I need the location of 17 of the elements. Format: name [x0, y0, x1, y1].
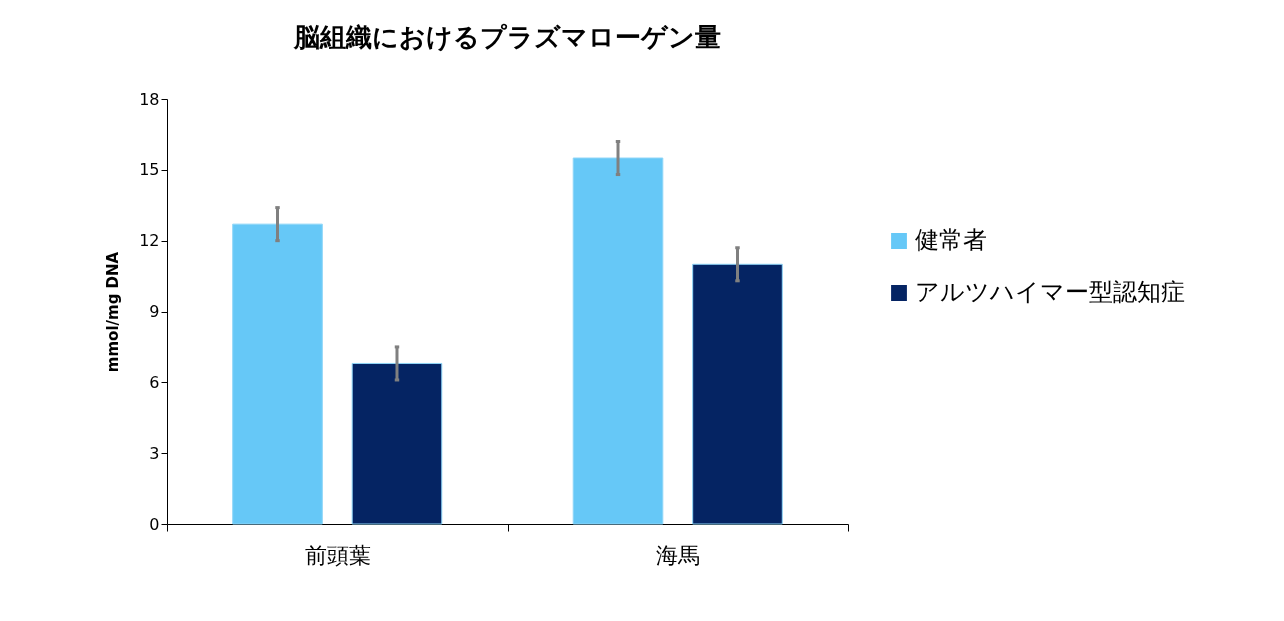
bar: [692, 263, 783, 525]
y-tick-label: 3: [149, 443, 160, 463]
bar: [351, 362, 443, 525]
bar: [232, 223, 323, 525]
y-tick-label: 9: [149, 302, 160, 321]
y-tick-label: 15: [139, 160, 160, 180]
x-tick-label: 前頭葉: [304, 542, 371, 568]
x-tick-label: 海馬: [656, 542, 701, 568]
y-tick-label: 6: [149, 372, 160, 392]
y-tick-label: 18: [139, 89, 160, 109]
legend-label: 健常者: [915, 226, 987, 254]
y-tick-label: 12: [139, 231, 160, 251]
y-tick-label: 0: [149, 514, 160, 534]
y-axis-title: mmol/mg DNA: [104, 251, 123, 373]
legend-label: アルツハイマー型認知症: [915, 278, 1185, 306]
chart-title: 脳組織におけるプラズマローゲン量: [293, 22, 721, 52]
bar: [572, 157, 664, 525]
